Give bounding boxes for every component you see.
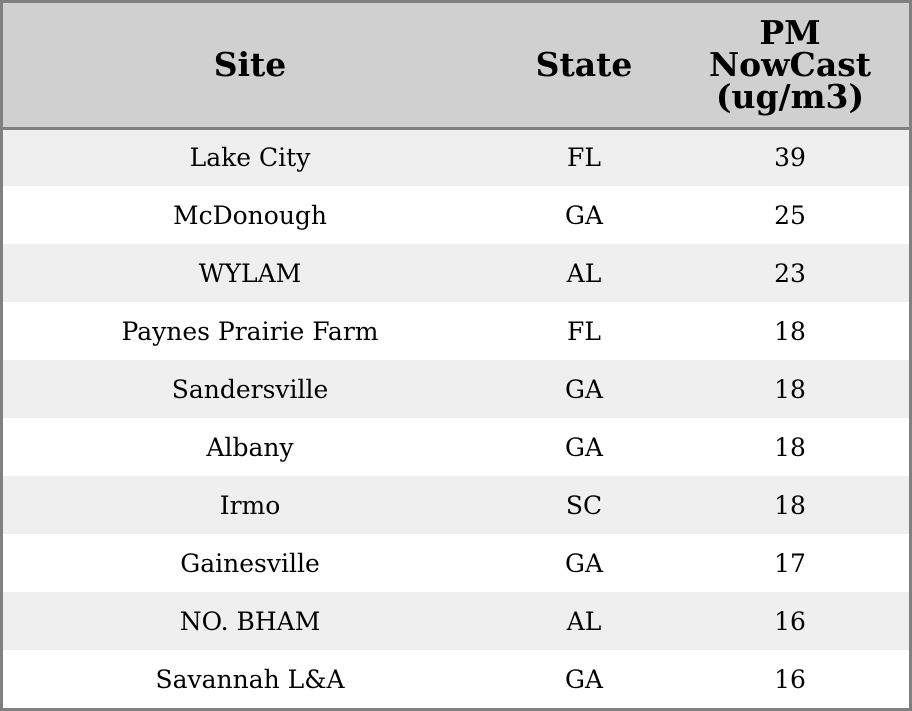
site-cell: Albany <box>206 432 294 462</box>
pm-value-cell: 39 <box>774 143 806 173</box>
pm-value-cell: 23 <box>774 258 806 288</box>
state-cell: SC <box>565 490 603 520</box>
site-cell: Lake City <box>189 143 311 173</box>
table-row: Savannah L&A GA 16 <box>3 650 909 708</box>
pm-nowcast-header-text: PM NowCast (ug/m3) <box>708 12 872 116</box>
site-cell: NO. BHAM <box>179 606 321 636</box>
pm-value-cell: 16 <box>774 606 806 636</box>
site-cell: WYLAM <box>198 258 302 288</box>
state-cell: AL <box>566 606 602 636</box>
header-row: Site State PM NowCast (ug/m3) <box>3 3 909 130</box>
state-cell: GA <box>564 664 604 694</box>
table-row: WYLAM AL 23 <box>3 244 909 302</box>
state-cell: AL <box>566 258 602 288</box>
site-cell: Gainesville <box>180 548 320 578</box>
table-row: Irmo SC 18 <box>3 476 909 534</box>
state-cell: GA <box>564 200 604 230</box>
site-cell: McDonough <box>172 200 328 230</box>
state-cell: GA <box>564 374 604 404</box>
pm-value-cell: 17 <box>774 548 806 578</box>
table-row: McDonough GA 25 <box>3 186 909 244</box>
column-header-pm-nowcast: PM NowCast (ug/m3) <box>671 3 909 130</box>
table-row: Lake City FL 39 <box>3 128 909 186</box>
site-cell: Paynes Prairie Farm <box>121 316 379 346</box>
state-cell: FL <box>567 143 601 173</box>
column-header-site: Site <box>3 3 497 130</box>
table-row: Gainesville GA 17 <box>3 534 909 592</box>
table-row: Sandersville GA 18 <box>3 360 909 418</box>
pm-value-cell: 18 <box>774 432 806 462</box>
pm-value-cell: 16 <box>774 664 806 694</box>
pm-value-cell: 18 <box>774 316 806 346</box>
site-cell: Savannah L&A <box>155 664 345 694</box>
state-cell: FL <box>567 316 601 346</box>
table-row: Paynes Prairie Farm FL 18 <box>3 302 909 360</box>
table-body: Lake City FL 39 McDonough GA 25 WYLAM AL… <box>3 128 909 708</box>
state-cell: GA <box>564 548 604 578</box>
site-cell: Sandersville <box>171 374 329 404</box>
table-row: Albany GA 18 <box>3 418 909 476</box>
pm-value-cell: 18 <box>774 490 806 520</box>
site-cell: Irmo <box>219 490 281 520</box>
state-cell: GA <box>564 432 604 462</box>
table-row: NO. BHAM AL 16 <box>3 592 909 650</box>
pm-value-cell: 18 <box>774 374 806 404</box>
pm-nowcast-table: Site State PM NowCast (ug/m3) Lake City … <box>3 3 909 708</box>
pm-value-cell: 25 <box>774 200 806 230</box>
column-header-state: State <box>497 3 671 130</box>
